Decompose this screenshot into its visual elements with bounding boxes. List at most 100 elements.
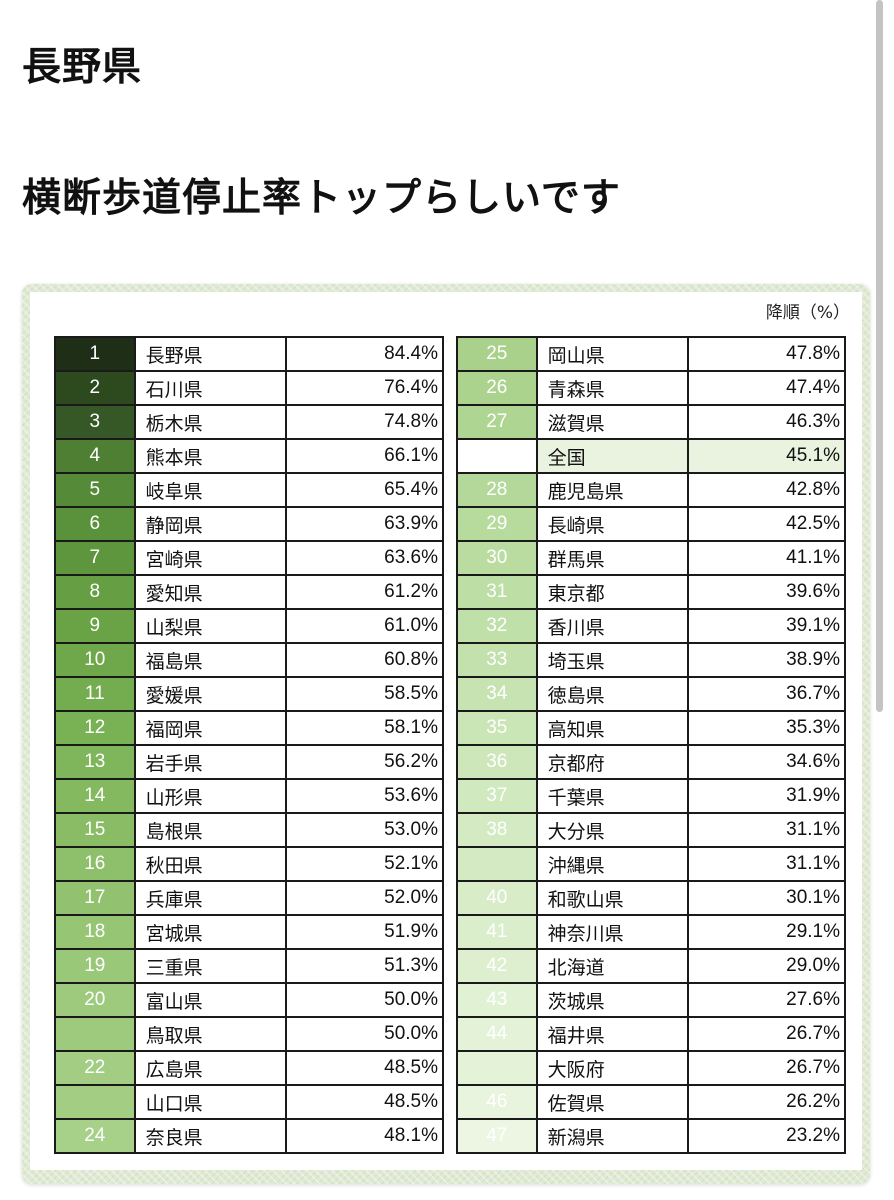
table-row: 29 長崎県 42.5% [456,506,847,542]
rank-cell [456,846,538,882]
table-row: 1 長野県 84.4% [54,336,445,372]
rank-cell: 43 [456,982,538,1018]
rate-cell: 46.3% [686,404,847,440]
rank-cell: 1 [54,336,136,372]
prefecture-cell: 福井県 [535,1016,689,1052]
rate-cell: 36.7% [686,676,847,712]
table-row: 14 山形県 53.6% [54,778,445,814]
rank-cell: 6 [54,506,136,542]
table-row: 20 富山県 50.0% [54,982,445,1018]
prefecture-cell: 秋田県 [133,846,287,882]
table-row: 42 北海道 29.0% [456,948,847,984]
table-row: 13 岩手県 56.2% [54,744,445,780]
rank-cell: 30 [456,540,538,576]
rank-cell: 2 [54,370,136,406]
prefecture-cell: 静岡県 [133,506,287,542]
rate-cell: 60.8% [284,642,445,678]
table-row: 40 和歌山県 30.1% [456,880,847,916]
rate-cell: 35.3% [686,710,847,746]
table-row: 山口県 48.5% [54,1084,445,1120]
rate-cell: 29.1% [686,914,847,950]
prefecture-cell: 熊本県 [133,438,287,474]
rank-cell [54,1016,136,1052]
prefecture-cell: 愛知県 [133,574,287,610]
prefecture-cell: 鹿児島県 [535,472,689,508]
rate-cell: 58.1% [284,710,445,746]
rate-cell: 26.7% [686,1050,847,1086]
table-row: 44 福井県 26.7% [456,1016,847,1052]
rate-cell: 52.1% [284,846,445,882]
prefecture-cell: 宮崎県 [133,540,287,576]
table-row: 沖縄県 31.1% [456,846,847,882]
table-row: 大阪府 26.7% [456,1050,847,1086]
prefecture-cell: 広島県 [133,1050,287,1086]
rank-cell: 20 [54,982,136,1018]
rate-cell: 30.1% [686,880,847,916]
prefecture-cell: 大阪府 [535,1050,689,1086]
page-scrollbar[interactable] [876,0,883,712]
rate-cell: 61.0% [284,608,445,644]
rate-cell: 31.1% [686,846,847,882]
rate-cell: 38.9% [686,642,847,678]
rank-cell: 41 [456,914,538,950]
table-row: 10 福島県 60.8% [54,642,445,678]
rate-cell: 61.2% [284,574,445,610]
table-row: 全国 45.1% [456,438,847,474]
rank-cell: 29 [456,506,538,542]
table-row: 34 徳島県 36.7% [456,676,847,712]
table-row: 30 群馬県 41.1% [456,540,847,576]
rank-cell: 44 [456,1016,538,1052]
prefecture-cell: 栃木県 [133,404,287,440]
prefecture-cell: 宮城県 [133,914,287,950]
prefecture-cell: 香川県 [535,608,689,644]
rank-cell [456,438,538,474]
rate-cell: 41.1% [686,540,847,576]
table-row: 8 愛知県 61.2% [54,574,445,610]
rank-cell: 19 [54,948,136,984]
rank-cell [54,1084,136,1120]
rank-cell: 34 [456,676,538,712]
rate-cell: 29.0% [686,948,847,984]
table-row: 2 石川県 76.4% [54,370,445,406]
rank-cell: 10 [54,642,136,678]
table-row: 31 東京都 39.6% [456,574,847,610]
page-title: 長野県 [22,45,143,90]
table-row: 26 青森県 47.4% [456,370,847,406]
prefecture-cell: 石川県 [133,370,287,406]
prefecture-cell: 山口県 [133,1084,287,1120]
table-row: 37 千葉県 31.9% [456,778,847,814]
rate-cell: 39.6% [686,574,847,610]
prefecture-cell: 奈良県 [133,1118,287,1154]
prefecture-cell: 京都府 [535,744,689,780]
prefecture-cell: 全国 [535,438,689,474]
prefecture-cell: 大分県 [535,812,689,848]
prefecture-cell: 佐賀県 [535,1084,689,1120]
table-row: 36 京都府 34.6% [456,744,847,780]
rate-cell: 42.8% [686,472,847,508]
rank-cell: 46 [456,1084,538,1120]
prefecture-cell: 岐阜県 [133,472,287,508]
prefecture-cell: 埼玉県 [535,642,689,678]
table-row: 25 岡山県 47.8% [456,336,847,372]
table-row: 6 静岡県 63.9% [54,506,445,542]
table-row: 28 鹿児島県 42.8% [456,472,847,508]
rate-cell: 58.5% [284,676,445,712]
table-row: 17 兵庫県 52.0% [54,880,445,916]
rate-cell: 51.3% [284,948,445,984]
prefecture-cell: 滋賀県 [535,404,689,440]
rank-cell: 13 [54,744,136,780]
rank-cell: 9 [54,608,136,644]
rank-cell: 36 [456,744,538,780]
ranking-table-right: 25 岡山県 47.8% 26 青森県 47.4% 27 滋賀県 46.3% 全国 45.1% 28 鹿… [456,336,847,1154]
rank-cell: 27 [456,404,538,440]
prefecture-cell: 東京都 [535,574,689,610]
rank-cell: 17 [54,880,136,916]
rate-cell: 39.1% [686,608,847,644]
prefecture-cell: 神奈川県 [535,914,689,950]
rank-cell: 7 [54,540,136,576]
prefecture-cell: 岡山県 [535,336,689,372]
table-row: 35 高知県 35.3% [456,710,847,746]
rate-cell: 23.2% [686,1118,847,1154]
rank-cell: 31 [456,574,538,610]
rank-cell: 28 [456,472,538,508]
